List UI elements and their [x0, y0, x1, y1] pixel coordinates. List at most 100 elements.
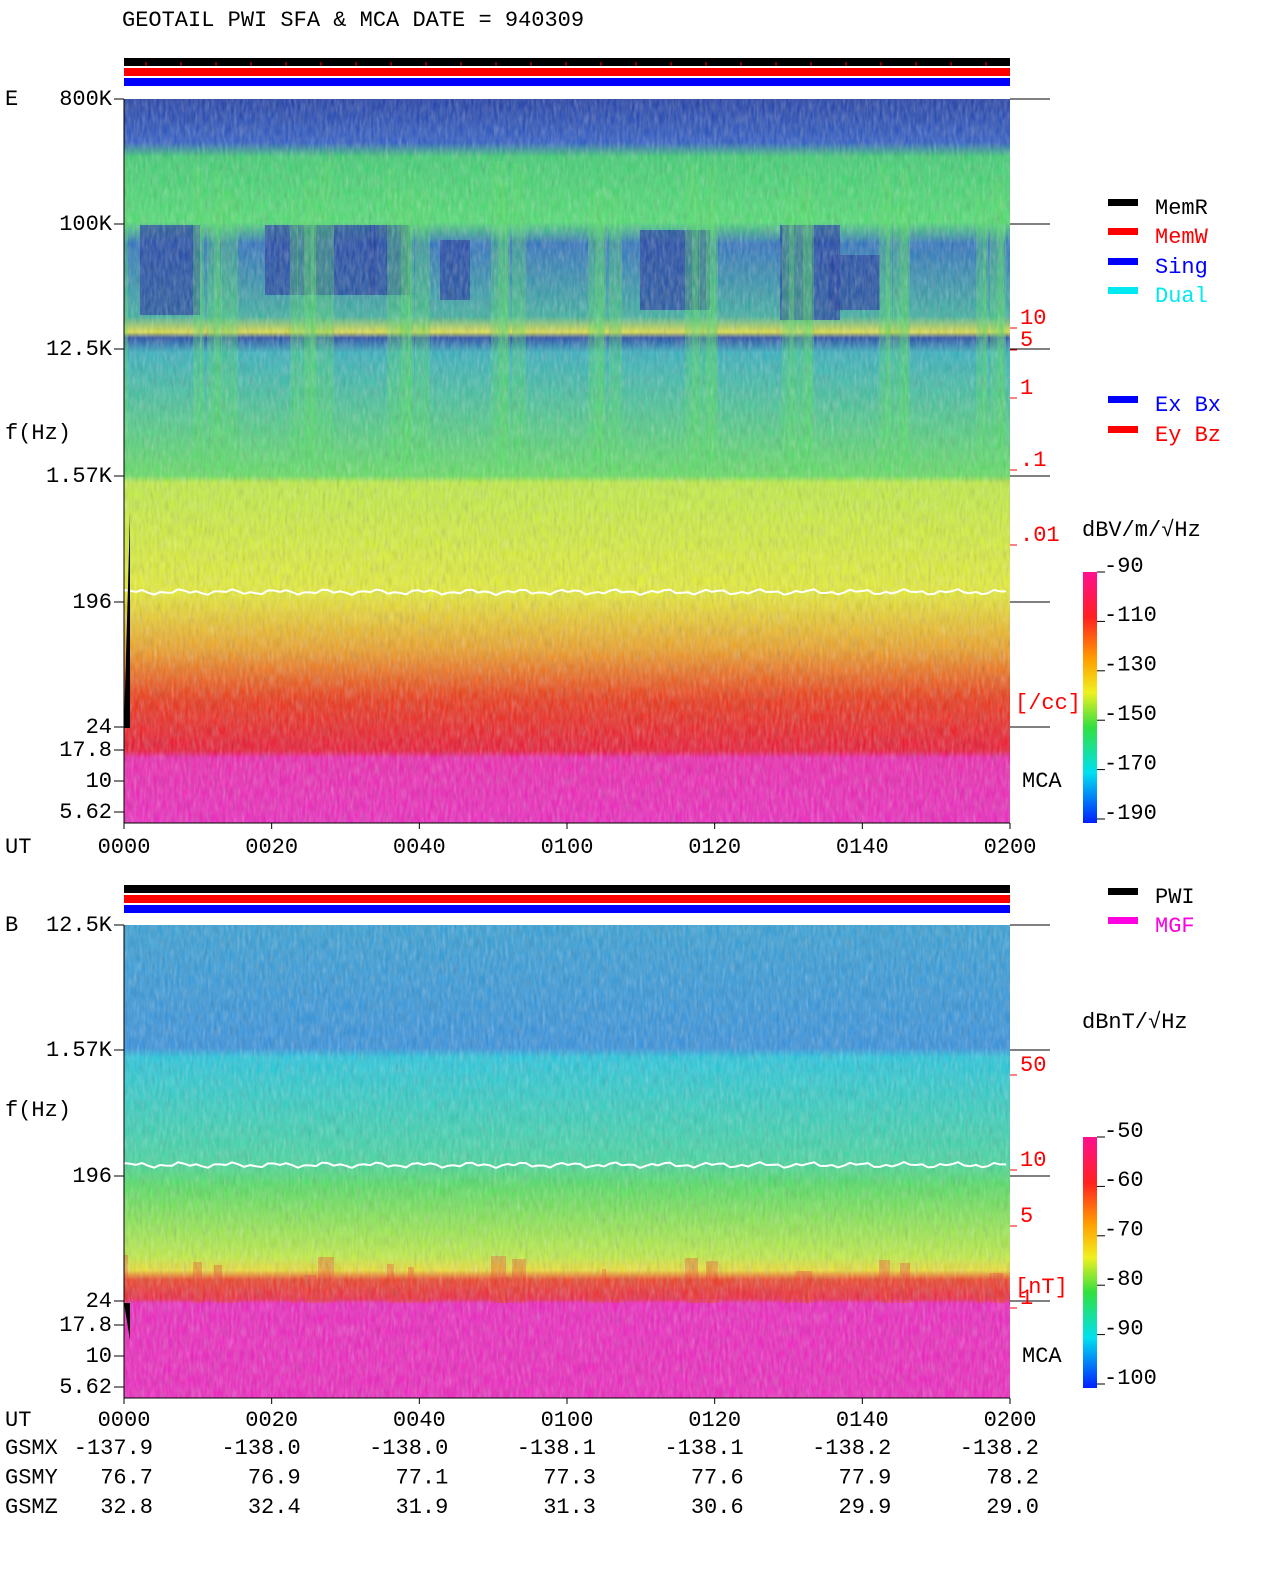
- orbit-value: 31.9: [396, 1495, 449, 1520]
- freq-tick-label: 17.8: [59, 738, 112, 763]
- legend-swatch: [1108, 228, 1138, 235]
- orbit-value: -138.0: [369, 1436, 448, 1461]
- freq-tick-label: 1.57K: [46, 464, 113, 489]
- density-tick-label: 5: [1020, 1204, 1033, 1229]
- colorbar-tick-label: -190: [1104, 801, 1157, 826]
- freq-tick-label: 10: [86, 1344, 112, 1369]
- density-tick-label: 10: [1020, 306, 1046, 331]
- orbit-value: 32.8: [100, 1495, 153, 1520]
- density-tick-label: 1: [1020, 376, 1033, 401]
- orbit-value: -138.2: [812, 1436, 891, 1461]
- legend-swatch: [1108, 199, 1138, 206]
- freq-tick-label: 100K: [59, 212, 113, 237]
- colorbar-tick-label: -170: [1104, 751, 1157, 776]
- orbit-value: 77.1: [396, 1465, 449, 1490]
- freq-tick-label: 800K: [59, 87, 113, 112]
- freq-tick-label: 24: [86, 1289, 112, 1314]
- time-tick-label: 0000: [98, 1408, 151, 1433]
- mode-bar: [124, 905, 1010, 913]
- legend-label: Ex Bx: [1155, 393, 1221, 418]
- colorbar: [1083, 1137, 1097, 1388]
- colorbar-tick-label: -70: [1104, 1218, 1144, 1243]
- colorbar-tick-label: -150: [1104, 702, 1157, 727]
- legend-label: Sing: [1155, 255, 1208, 280]
- freq-tick-label: 5.62: [59, 800, 112, 825]
- spectrogram-noise: [124, 925, 1010, 1398]
- orbit-value: -137.9: [74, 1436, 153, 1461]
- mode-bar: [124, 885, 1010, 893]
- legend-label: MemR: [1155, 196, 1208, 221]
- freq-tick-label: 10: [86, 769, 112, 794]
- mca-label: MCA: [1022, 769, 1062, 794]
- freq-tick-label: 196: [72, 590, 112, 615]
- legend-label: MemW: [1155, 225, 1209, 250]
- time-tick-label: 0120: [688, 835, 741, 860]
- time-tick-label: 0020: [245, 835, 298, 860]
- freq-tick-label: 1.57K: [46, 1038, 113, 1063]
- legend-swatch: [1108, 287, 1138, 294]
- density-unit: [/cc]: [1015, 691, 1081, 716]
- time-tick-label: 0020: [245, 1408, 298, 1433]
- freq-axis-label: f(Hz): [5, 1098, 71, 1123]
- density-tick-label: 50: [1020, 1053, 1046, 1078]
- density-tick-label: .01: [1020, 523, 1060, 548]
- legend-swatch: [1108, 917, 1138, 924]
- time-tick-label: 0140: [836, 1408, 889, 1433]
- mode-bar: [124, 895, 1010, 903]
- orbit-value: 29.9: [839, 1495, 892, 1520]
- time-tick-label: 0040: [393, 1408, 446, 1433]
- orbit-row-label: GSMY: [5, 1465, 58, 1490]
- colorbar-tick-label: -130: [1104, 653, 1157, 678]
- title: GEOTAIL PWI SFA & MCA DATE = 940309: [122, 8, 584, 33]
- orbit-value: 31.3: [543, 1495, 596, 1520]
- orbit-value: -138.1: [517, 1436, 596, 1461]
- orbit-value: -138.0: [221, 1436, 300, 1461]
- freq-axis-label: f(Hz): [5, 421, 71, 446]
- orbit-value: 32.4: [248, 1495, 301, 1520]
- colorbar-tick-label: -100: [1104, 1366, 1157, 1391]
- colorbar: [1083, 572, 1097, 823]
- colorbar-tick-label: -90: [1104, 554, 1144, 579]
- time-tick-label: 0040: [393, 835, 446, 860]
- time-tick-label: 0000: [98, 835, 151, 860]
- time-tick-label: 0100: [541, 1408, 594, 1433]
- colorbar-unit: dBV/m/√Hz: [1082, 518, 1201, 543]
- legend-swatch: [1108, 258, 1138, 265]
- orbit-value: 77.6: [691, 1465, 744, 1490]
- plasma-line: [123, 1161, 1007, 1170]
- time-tick-label: 0120: [688, 1408, 741, 1433]
- spectrogram-noise: [124, 99, 1010, 823]
- orbit-value: -138.2: [960, 1436, 1039, 1461]
- mca-label: MCA: [1022, 1344, 1062, 1369]
- freq-tick-label: 5.62: [59, 1375, 112, 1400]
- time-tick-label: 0140: [836, 835, 889, 860]
- freq-tick-label: 12.5K: [46, 913, 113, 938]
- time-tick-label: 0200: [984, 835, 1037, 860]
- density-tick-label: .1: [1020, 448, 1046, 473]
- legend-swatch: [1108, 888, 1138, 895]
- orbit-value: 29.0: [986, 1495, 1039, 1520]
- freq-tick-label: 196: [72, 1164, 112, 1189]
- time-tick-label: 0200: [984, 1408, 1037, 1433]
- colorbar-tick-label: -80: [1104, 1267, 1144, 1292]
- density-tick-label: 10: [1020, 1148, 1046, 1173]
- orbit-value: 77.9: [839, 1465, 892, 1490]
- legend-label: MGF: [1155, 914, 1195, 939]
- legend-swatch: [1108, 426, 1138, 433]
- colorbar-tick-label: -90: [1104, 1316, 1144, 1341]
- time-axis-label: UT: [5, 835, 31, 860]
- colorbar-tick-label: -50: [1104, 1119, 1144, 1144]
- panel-label: B: [5, 913, 18, 938]
- colorbar-unit: dBnT/√Hz: [1082, 1010, 1188, 1035]
- density-tick-label: 5: [1020, 328, 1033, 353]
- orbit-value: 30.6: [691, 1495, 744, 1520]
- time-tick-label: 0100: [541, 835, 594, 860]
- colorbar-tick-label: -110: [1104, 603, 1157, 628]
- legend-swatch: [1108, 396, 1138, 403]
- freq-tick-label: 17.8: [59, 1313, 112, 1338]
- legend-label: Ey Bz: [1155, 423, 1221, 448]
- orbit-value: 78.2: [986, 1465, 1039, 1490]
- orbit-value: 77.3: [543, 1465, 596, 1490]
- orbit-value: 76.9: [248, 1465, 301, 1490]
